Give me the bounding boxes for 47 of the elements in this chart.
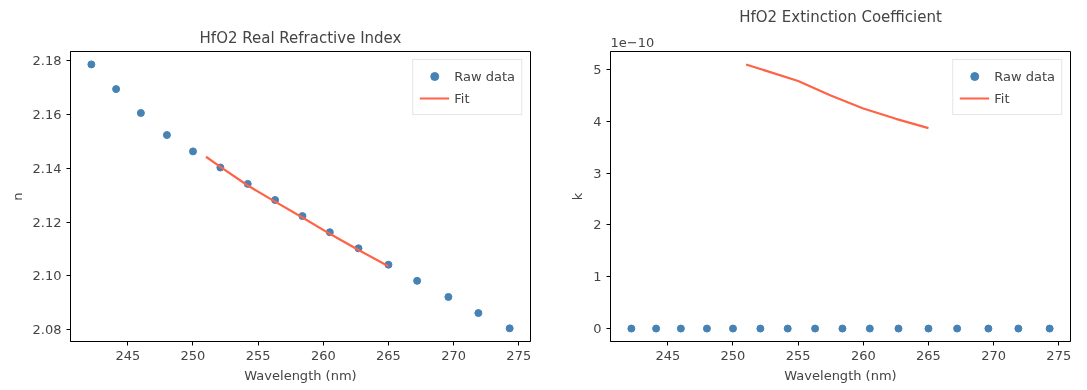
x-tick-label: 260: [850, 347, 876, 363]
y-tick-label: 0: [593, 321, 602, 337]
x-tick-label: 265: [916, 347, 941, 363]
point: [136, 109, 145, 117]
point: [112, 85, 121, 94]
point: [188, 147, 197, 156]
x-tick-label: 270: [441, 347, 467, 363]
point: [413, 276, 422, 285]
legend-label: Fit: [994, 90, 1011, 106]
legend-label: Fit: [454, 90, 471, 106]
y-tick-label: 3: [593, 165, 602, 181]
x-tick-label: 255: [245, 347, 271, 363]
x-tick-label: 250: [180, 347, 206, 363]
point: [444, 292, 453, 301]
point: [162, 131, 171, 139]
x-axis-title: Wavelength (nm): [244, 367, 357, 383]
x-tick-label: 250: [720, 347, 746, 363]
y-tick-label: 2.18: [32, 53, 62, 69]
point: [87, 60, 96, 69]
chart-title: HfO2 Real Refractive Index: [199, 28, 402, 47]
point: [505, 324, 514, 333]
x-tick-label: 260: [310, 347, 336, 363]
x-tick-label: 275: [506, 347, 532, 363]
y-tick-label: 5: [593, 62, 602, 78]
y-tick-label: 1: [593, 269, 602, 285]
x-tick-label: 265: [376, 347, 401, 363]
x-tick-label: 245: [655, 347, 681, 363]
y-tick-label: 2: [593, 217, 602, 233]
y-tick-label: 2.16: [32, 107, 62, 123]
chart-title: HfO2 Extinction Coefficient: [739, 7, 942, 26]
y-tick-label: 2.08: [32, 321, 62, 337]
line-series: [744, 63, 930, 130]
y-tick-label: 2.12: [32, 214, 62, 230]
y-tick-label: 2.14: [32, 160, 62, 176]
x-tick-label: 270: [981, 347, 1007, 363]
y-tick-label: 4: [593, 113, 602, 129]
y-tick-label: 2.10: [32, 268, 62, 284]
text: 1e−10: [610, 34, 655, 50]
x-tick-label: 255: [785, 347, 811, 363]
x-tick-label: 245: [115, 347, 141, 363]
legend-label: Raw data: [994, 68, 1055, 84]
y-axis-title: n: [9, 192, 25, 201]
x-axis-title: Wavelength (nm): [784, 367, 897, 383]
y-axis-title: k: [570, 192, 586, 201]
x-tick-label: 275: [1046, 347, 1072, 363]
legend-label: Raw data: [454, 68, 515, 84]
point: [474, 309, 483, 318]
